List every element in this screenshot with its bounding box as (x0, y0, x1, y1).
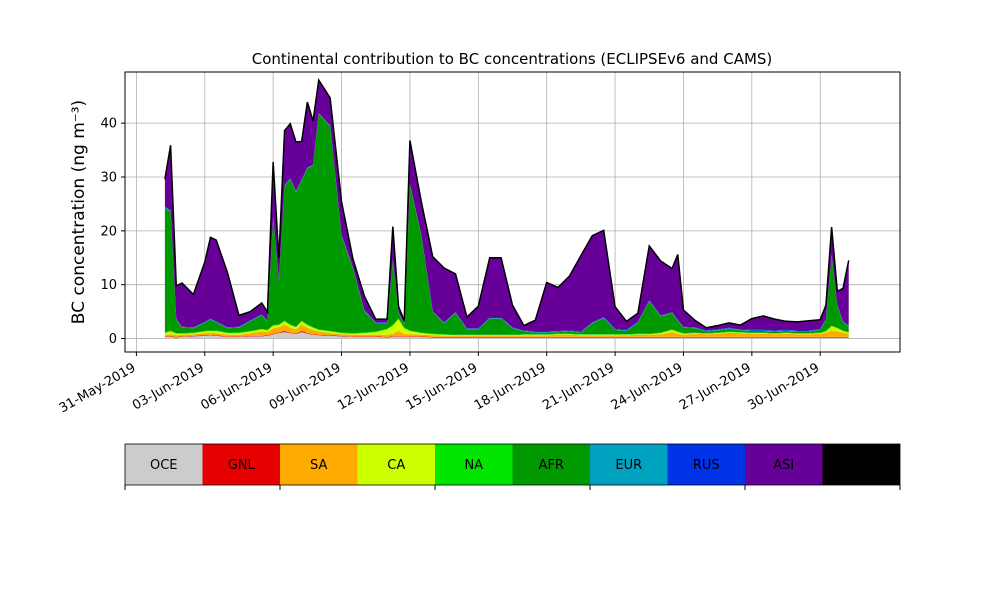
area-asi (164, 80, 849, 332)
legend-swatch-asi (745, 444, 823, 485)
area-ca (164, 319, 849, 336)
legend-swatch-aus (822, 444, 900, 485)
stacked-areas (164, 80, 849, 339)
y-tick-label: 0 (109, 332, 117, 347)
legend-swatch-oce (125, 444, 203, 485)
x-tick-label: 03-Jun-2019 (130, 360, 207, 413)
x-tick-label: 27-Jun-2019 (677, 360, 754, 413)
x-tick-label: 18-Jun-2019 (472, 360, 549, 413)
area-sa (164, 324, 849, 337)
legend-label-oce: OCE (150, 458, 178, 473)
chart-title: Continental contribution to BC concentra… (252, 50, 773, 68)
legend-label-aus: AUS (848, 458, 875, 473)
y-tick-label: 40 (100, 117, 117, 132)
area-afr (164, 114, 849, 335)
legend-label-afr: AFR (539, 458, 564, 473)
legend-swatch-ca (357, 444, 435, 485)
plot-frame (124, 71, 901, 353)
legend-label-asi: ASI (773, 458, 794, 473)
total-concentration-line (164, 77, 850, 329)
x-tick-label: 12-Jun-2019 (335, 360, 412, 413)
y-tick-label: 10 (100, 278, 117, 293)
legend-swatch-gnl (202, 444, 280, 485)
x-tick-label: 24-Jun-2019 (609, 360, 686, 413)
legend-label-eur: EUR (615, 458, 642, 473)
x-axis: 31-May-201903-Jun-201906-Jun-201909-Jun-… (57, 352, 822, 416)
legend-label-na: NA (464, 458, 483, 473)
legend-label-ca: CA (387, 458, 405, 473)
x-tick-label: 06-Jun-2019 (198, 360, 275, 413)
legend-swatch-rus (667, 444, 745, 485)
x-tick-label: 09-Jun-2019 (267, 360, 344, 413)
legend-label-rus: RUS (693, 458, 720, 473)
x-tick-label: 31-May-2019 (57, 360, 139, 416)
legend-swatch-afr (512, 444, 590, 485)
legend-swatch-na (435, 444, 513, 485)
legend: OCE GNL SA CA NA AFR EUR RUS ASI AUS (124, 443, 901, 490)
legend-label-sa: SA (310, 458, 327, 473)
legend-label-gnl: GNL (228, 458, 256, 473)
area-gnl (164, 331, 849, 338)
y-axis: 0 10 20 30 40 (100, 117, 125, 347)
legend-frame (124, 443, 901, 486)
y-tick-label: 30 (100, 171, 117, 186)
area-oce (164, 332, 849, 339)
x-tick-label: 15-Jun-2019 (403, 360, 480, 413)
x-tick-label: 30-Jun-2019 (745, 360, 822, 413)
legend-swatch-sa (280, 444, 358, 485)
x-tick-label: 21-Jun-2019 (540, 360, 617, 413)
legend-swatch-eur (590, 444, 668, 485)
y-tick-label: 20 (100, 224, 117, 239)
y-axis-label: BC concentration (ng m⁻³) (69, 100, 89, 324)
